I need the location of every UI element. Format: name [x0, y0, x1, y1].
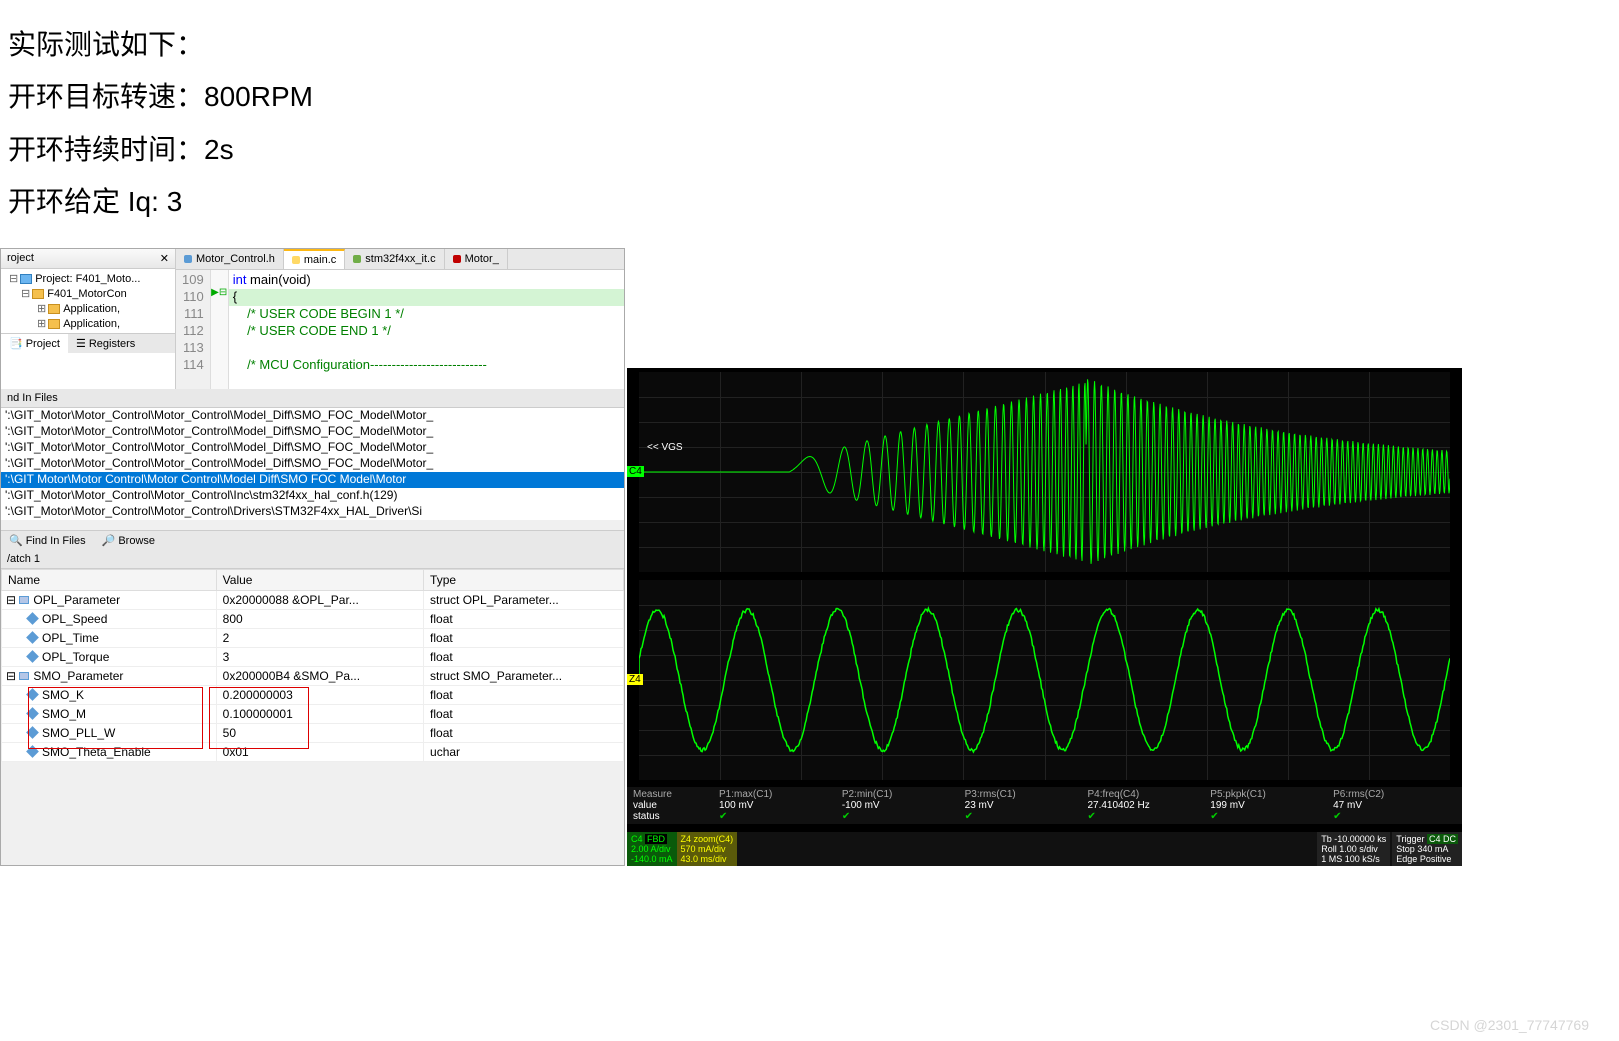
col-type[interactable]: Type	[424, 570, 624, 591]
project-pane: roject✕ ⊟Project: F401_Moto... ⊟F401_Mot…	[1, 249, 176, 389]
status-z4[interactable]: Z4 zoom(C4) 570 mA/div43.0 ms/div	[677, 832, 738, 866]
status-c4[interactable]: C4 FBD 2.00 A/div-140.0 mA	[627, 832, 677, 866]
watch-row[interactable]: ⊟ OPL_Parameter0x20000088 &OPL_Par...str…	[2, 591, 624, 610]
col-name[interactable]: Name	[2, 570, 217, 591]
watch-row[interactable]: SMO_PLL_W50float	[2, 724, 624, 743]
tree-app2[interactable]: ⊞Application,	[5, 316, 171, 331]
close-icon[interactable]: ✕	[160, 252, 169, 265]
scope-status-bar: C4 FBD 2.00 A/div-140.0 mA Z4 zoom(C4) 5…	[627, 832, 1462, 866]
text-line-1: 实际测试如下：	[8, 20, 1611, 70]
find-in-files-panel: nd In Files ':\GIT_Motor\Motor_Control\M…	[1, 389, 624, 550]
watch-row[interactable]: SMO_Theta_Enable0x01uchar	[2, 743, 624, 762]
project-header: roject✕	[1, 249, 175, 269]
watch-header: /atch 1	[1, 550, 624, 569]
vgs-label: << VGS	[647, 442, 683, 453]
find-result-row[interactable]: ':\GIT_Motor\Motor_Control\Motor_Control…	[1, 408, 624, 424]
tab-find-in-files[interactable]: 🔍 Find In Files	[1, 531, 94, 550]
editor-pane: Motor_Control.h main.c stm32f4xx_it.c Mo…	[176, 249, 624, 389]
find-result-row[interactable]: ':\GIT_Motor\Motor_Control\Motor_Control…	[1, 488, 624, 504]
description-text: 实际测试如下： 开环目标转速：800RPM 开环持续时间：2s 开环给定 Iq:…	[0, 0, 1619, 240]
tree-sub[interactable]: ⊟F401_MotorCon	[5, 286, 171, 301]
waveform-lower[interactable]: Z4	[639, 580, 1450, 780]
line-numbers: 109110111 112113114	[176, 270, 211, 389]
measure-row: Measure value status P1:max(C1)100 mV✔ P…	[627, 787, 1462, 824]
tab-motor-control-h[interactable]: Motor_Control.h	[176, 249, 284, 269]
find-result-row[interactable]: ':\GIT_Motor\Motor_Control\Motor_Control…	[1, 440, 624, 456]
fold-column[interactable]: ▶⊟	[211, 270, 229, 389]
code-lines[interactable]: int main(void) { /* USER CODE BEGIN 1 */…	[229, 270, 624, 389]
watch-row[interactable]: OPL_Torque3float	[2, 648, 624, 667]
find-result-row[interactable]: ':\GIT Motor\Motor Control\Motor Control…	[1, 472, 624, 488]
waveform-upper[interactable]: << VGS C4	[639, 372, 1450, 572]
col-value[interactable]: Value	[216, 570, 423, 591]
ide-window: roject✕ ⊟Project: F401_Moto... ⊟F401_Mot…	[0, 248, 625, 866]
code-editor[interactable]: 109110111 112113114 ▶⊟ int main(void) { …	[176, 270, 624, 389]
tab-project[interactable]: 📑 Project	[1, 334, 68, 353]
find-header: nd In Files	[1, 389, 624, 408]
text-line-2: 开环目标转速：800RPM	[8, 72, 1611, 122]
find-results[interactable]: ':\GIT_Motor\Motor_Control\Motor_Control…	[1, 408, 624, 520]
status-timebase[interactable]: Tb -10.00000 ksRoll 1.00 s/div1 MS 100 k…	[1317, 832, 1390, 866]
ch-c4-label[interactable]: C4	[627, 466, 644, 477]
tab-registers[interactable]: ☰ Registers	[68, 334, 143, 353]
find-result-row[interactable]: ':\GIT_Motor\Motor_Control\Motor_Control…	[1, 456, 624, 472]
tab-browse[interactable]: 🔎 Browse	[94, 531, 163, 550]
tab-motor-other[interactable]: Motor_	[445, 249, 508, 269]
text-line-3: 开环持续时间：2s	[8, 125, 1611, 175]
find-result-row[interactable]: ':\GIT_Motor\Motor_Control\Motor_Control…	[1, 504, 624, 520]
watch-row[interactable]: SMO_K0.200000003float	[2, 686, 624, 705]
watch-panel: /atch 1 Name Value Type ⊟ OPL_Parameter0…	[1, 550, 624, 762]
ch-z4-label[interactable]: Z4	[627, 674, 643, 685]
watch-row[interactable]: OPL_Time2float	[2, 629, 624, 648]
oscilloscope-window: TELEDYNE LECROY Everywhereyoulook << VGS…	[627, 368, 1462, 866]
find-result-row[interactable]: ':\GIT_Motor\Motor_Control\Motor_Control…	[1, 424, 624, 440]
tree-app1[interactable]: ⊞Application,	[5, 301, 171, 316]
watch-row[interactable]: SMO_M0.100000001float	[2, 705, 624, 724]
waveform-svg-lower	[639, 580, 1450, 780]
status-trigger[interactable]: Trigger C4 DCStop 340 mAEdge Positive	[1392, 832, 1462, 866]
tree-root[interactable]: ⊟Project: F401_Moto...	[5, 271, 171, 286]
editor-tabs: Motor_Control.h main.c stm32f4xx_it.c Mo…	[176, 249, 624, 270]
tab-main-c[interactable]: main.c	[284, 249, 345, 269]
project-tree[interactable]: ⊟Project: F401_Moto... ⊟F401_MotorCon ⊞A…	[1, 269, 175, 333]
tab-stm32-it[interactable]: stm32f4xx_it.c	[345, 249, 444, 269]
watch-row[interactable]: OPL_Speed800float	[2, 610, 624, 629]
watch-table[interactable]: Name Value Type ⊟ OPL_Parameter0x2000008…	[1, 569, 624, 762]
watermark: CSDN @2301_77747769	[1430, 1017, 1589, 1033]
watch-row[interactable]: ⊟ SMO_Parameter0x200000B4 &SMO_Pa...stru…	[2, 667, 624, 686]
text-line-4: 开环给定 Iq: 3	[8, 177, 1611, 227]
